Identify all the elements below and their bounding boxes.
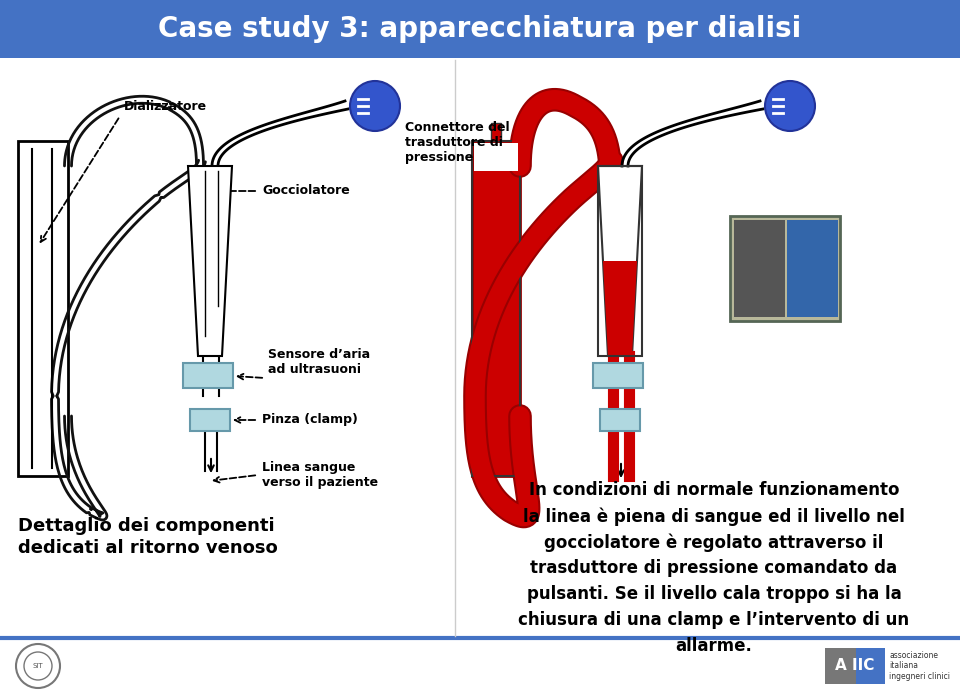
Text: gocciolatore è regolato attraverso il: gocciolatore è regolato attraverso il: [544, 533, 884, 551]
Text: dedicati al ritorno venoso: dedicati al ritorno venoso: [18, 539, 277, 557]
Bar: [593, 363, 643, 388]
Text: Case study 3: apparecchiatura per dialisi: Case study 3: apparecchiatura per dialis…: [158, 15, 802, 43]
Bar: [825, 648, 856, 684]
Text: Dializzatore: Dializzatore: [124, 100, 207, 113]
Bar: [491, 123, 501, 141]
Bar: [0, 0, 960, 58]
Polygon shape: [603, 261, 637, 356]
Text: allarme.: allarme.: [676, 637, 753, 655]
Bar: [474, 143, 518, 171]
Text: la linea è piena di sangue ed il livello nel: la linea è piena di sangue ed il livello…: [523, 507, 905, 525]
Text: Dettaglio dei componenti: Dettaglio dei componenti: [18, 517, 275, 535]
Bar: [856, 648, 885, 684]
Text: pulsanti. Se il livello cala troppo si ha la: pulsanti. Se il livello cala troppo si h…: [527, 585, 901, 603]
Text: Linea sangue
verso il paziente: Linea sangue verso il paziente: [262, 461, 378, 489]
Text: Sensore d’aria
ad ultrasuoni: Sensore d’aria ad ultrasuoni: [268, 348, 371, 376]
Bar: [730, 216, 840, 321]
Text: Connettore del
trasduttore di
pressione: Connettore del trasduttore di pressione: [405, 121, 510, 164]
Text: In condizioni di normale funzionamento: In condizioni di normale funzionamento: [529, 481, 900, 499]
Polygon shape: [188, 166, 232, 356]
Polygon shape: [598, 166, 642, 356]
Text: chiusura di una clamp e l’intervento di un: chiusura di una clamp e l’intervento di …: [518, 611, 909, 629]
Text: Pinza (clamp): Pinza (clamp): [262, 413, 358, 427]
Bar: [600, 409, 640, 431]
Text: Gocciolatore: Gocciolatore: [262, 184, 349, 198]
Bar: [734, 220, 785, 317]
Bar: [18, 141, 68, 476]
Bar: [472, 141, 520, 476]
Circle shape: [765, 81, 815, 131]
Text: SIT: SIT: [33, 663, 43, 669]
Bar: [598, 166, 642, 356]
Bar: [472, 141, 520, 476]
Bar: [190, 409, 230, 431]
Bar: [787, 220, 838, 317]
Bar: [183, 363, 233, 388]
Text: A IIC: A IIC: [835, 658, 875, 674]
Text: associazione
italiana
ingegneri clinici: associazione italiana ingegneri clinici: [889, 651, 950, 681]
Circle shape: [350, 81, 400, 131]
Text: trasduttore di pressione comandato da: trasduttore di pressione comandato da: [531, 559, 898, 577]
